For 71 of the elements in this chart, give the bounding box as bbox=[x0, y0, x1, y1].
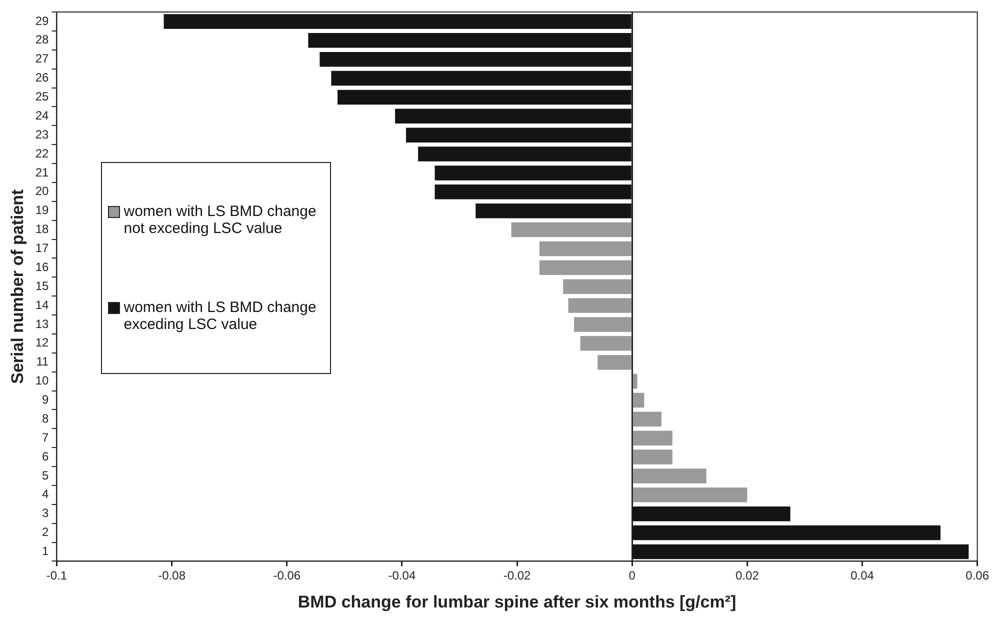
bar bbox=[632, 525, 940, 540]
y-tick-label: 10 bbox=[35, 374, 50, 388]
bar bbox=[632, 374, 638, 389]
x-tick-label: 0 bbox=[628, 568, 636, 583]
y-axis-title: Serial number of patient bbox=[8, 188, 27, 384]
bar bbox=[338, 90, 632, 105]
bar bbox=[539, 260, 632, 276]
bar bbox=[568, 298, 632, 313]
bar bbox=[308, 33, 632, 48]
y-tick-label: 24 bbox=[35, 108, 50, 122]
y-tick-label: 7 bbox=[42, 430, 50, 444]
bar bbox=[632, 506, 790, 522]
y-tick-label: 26 bbox=[35, 70, 50, 85]
bar bbox=[632, 468, 706, 484]
bar bbox=[632, 392, 644, 408]
y-tick-label: 25 bbox=[35, 90, 50, 104]
x-tick-label: -0.02 bbox=[503, 568, 532, 583]
y-tick-label: 15 bbox=[35, 278, 50, 293]
y-tick-label: 3 bbox=[42, 506, 50, 520]
y-tick-label: 4 bbox=[42, 487, 50, 502]
x-axis-title: BMD change for lumbar spine after six months [g/cm²] bbox=[298, 592, 736, 612]
y-tick-label: 22 bbox=[35, 146, 50, 160]
legend-label: women with LS BMD change exceding LSC value bbox=[124, 299, 318, 333]
y-tick-label: 9 bbox=[42, 392, 50, 407]
y-tick-label: 28 bbox=[35, 32, 50, 47]
y-tick-label: 19 bbox=[35, 203, 50, 218]
y-tick-label: 14 bbox=[35, 298, 50, 312]
bar bbox=[632, 450, 672, 464]
bar bbox=[331, 70, 632, 86]
y-tick-label: 21 bbox=[35, 165, 50, 180]
bar bbox=[563, 279, 632, 294]
bar bbox=[632, 488, 748, 502]
y-tick-label: 1 bbox=[42, 544, 50, 558]
x-tick-label: 0.06 bbox=[966, 568, 990, 583]
bar bbox=[395, 108, 632, 124]
bar bbox=[434, 184, 632, 200]
bar bbox=[574, 317, 632, 332]
x-tick-label: 0.02 bbox=[736, 568, 760, 583]
bar bbox=[632, 430, 672, 446]
x-tick-label: -0.06 bbox=[273, 568, 301, 583]
bar bbox=[632, 544, 969, 560]
bar bbox=[511, 222, 632, 238]
y-tick-label: 5 bbox=[42, 468, 50, 482]
x-tick-label: -0.04 bbox=[388, 568, 416, 583]
bar bbox=[539, 241, 632, 256]
y-tick-label: 17 bbox=[35, 241, 50, 256]
bar bbox=[406, 128, 632, 142]
y-tick-label: 13 bbox=[35, 316, 50, 331]
legend-label: women with LS BMD change not exceding LSC value bbox=[124, 203, 318, 237]
bar bbox=[434, 166, 632, 180]
y-tick-label: 29 bbox=[35, 14, 50, 28]
y-tick-label: 20 bbox=[35, 184, 50, 198]
bar bbox=[164, 14, 632, 29]
x-tick-label: 0.04 bbox=[850, 568, 874, 583]
y-tick-label: 6 bbox=[42, 449, 50, 464]
bar bbox=[476, 203, 632, 218]
bar bbox=[320, 52, 632, 67]
x-tick-label: -0.1 bbox=[46, 568, 68, 583]
y-tick-label: 2 bbox=[42, 525, 50, 540]
y-tick-label: 16 bbox=[35, 260, 50, 274]
bar bbox=[418, 146, 632, 162]
bar bbox=[598, 354, 632, 370]
y-tick-label: 12 bbox=[35, 336, 50, 350]
y-tick-label: 8 bbox=[42, 411, 50, 426]
y-tick-label: 23 bbox=[35, 127, 50, 142]
bar bbox=[580, 336, 632, 351]
x-tick-label: -0.08 bbox=[158, 568, 186, 583]
y-tick-label: 18 bbox=[35, 222, 50, 236]
bar bbox=[632, 412, 662, 427]
y-tick-label: 27 bbox=[35, 52, 50, 66]
y-tick-label: 11 bbox=[36, 354, 50, 369]
